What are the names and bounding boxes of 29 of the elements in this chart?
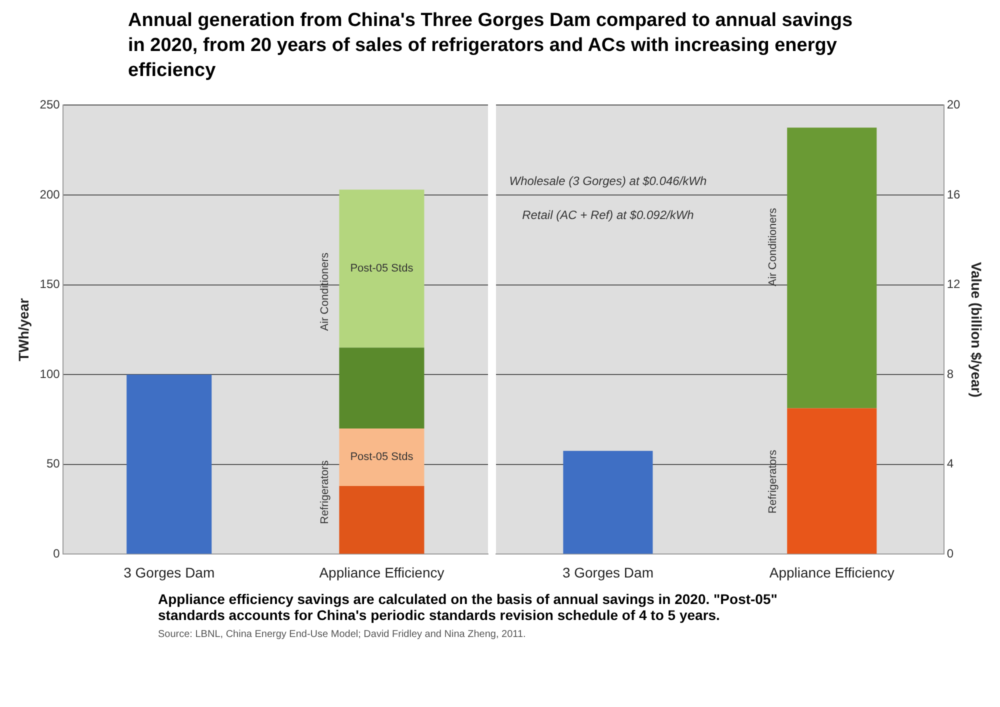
source-note: Source: LBNL, China Energy End-Use Model; David Fridley and Nina Zheng, 2011. <box>158 629 527 640</box>
y2-tick-label: 0 <box>946 546 954 561</box>
y-tick-label: 250 <box>40 98 60 112</box>
text: Appliance efficiency savings are calculated on the basis of annual savings in 2020. "Post-05" standards accounts for China's periodic standards revision schedule of 4 to 5 years. <box>158 591 778 623</box>
annotation: Retail (AC + Ref) at $0.092/kWh <box>522 208 694 222</box>
y2-tick-label: 12 <box>946 277 961 292</box>
y-tick-label: 200 <box>40 187 60 202</box>
annotation: Refrigerators <box>319 460 332 524</box>
y2-axis-title: Value (billion $/year) <box>968 262 985 398</box>
y2-tick-label: 16 <box>946 187 961 202</box>
y-tick-label: 150 <box>40 277 60 292</box>
x-tick-label: 3 Gorges Dam <box>562 564 654 580</box>
series-label: Post-05 Stds <box>350 451 414 464</box>
x-tick-label: Appliance Efficiency <box>319 564 444 580</box>
annotation: Air Conditioners <box>767 207 780 286</box>
y2-tick-label: 20 <box>946 98 961 112</box>
y2-tick-label: 4 <box>946 456 954 471</box>
y-tick-label: 100 <box>40 366 60 381</box>
y2-tick-label: 8 <box>946 366 954 381</box>
y-axis-title: TWh/year <box>15 298 32 362</box>
y-tick-label: 0 <box>53 546 60 561</box>
annotation: Air Conditioners <box>319 252 332 331</box>
x-tick-label: Appliance Efficiency <box>769 564 894 580</box>
chart-title: Annual generation from China's Three Gorges Dam compared to annual savings in 2020, from 20 years of sales of refrigerators and ACs with increasing energy efficiency <box>128 9 854 83</box>
annotation: Wholesale (3 Gorges) at $0.046/kWh <box>509 174 707 188</box>
x-tick-label: 3 Gorges Dam <box>124 564 215 580</box>
annotation: Refrigerators <box>767 449 780 514</box>
series-label: Post-05 Stds <box>350 262 414 275</box>
y-tick-label: 50 <box>46 456 60 471</box>
